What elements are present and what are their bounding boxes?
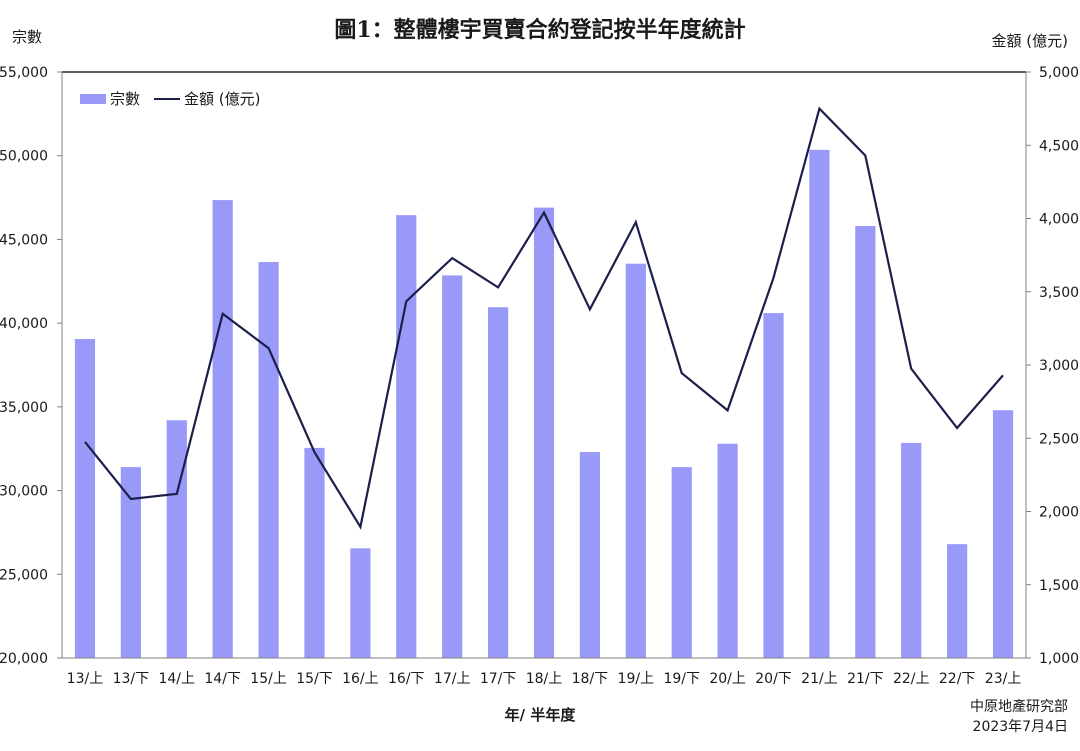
tick-labels: 20,000 25,000 30,000 35,000 40,000 45,000 50,0…	[0, 65, 1079, 687]
legend-line-label: 金額 (億元)	[184, 90, 261, 108]
right-tick-label: 3,500	[1039, 285, 1079, 301]
bar	[947, 544, 968, 658]
right-tick-label: 4,500	[1039, 138, 1079, 154]
bar	[166, 420, 187, 658]
line-series	[84, 106, 1004, 530]
left-tick-label: 45,000	[0, 232, 48, 248]
chart-title: 圖1：整體樓宇買賣合約登記按半年度統計	[334, 17, 746, 43]
bar	[304, 447, 325, 658]
left-axis-title: 宗數	[12, 28, 43, 46]
bar	[671, 467, 692, 658]
bar	[855, 226, 876, 658]
category-label: 21/下	[847, 671, 884, 687]
bar	[809, 149, 830, 658]
bar	[625, 263, 646, 658]
category-label: 17/上	[434, 671, 471, 687]
bar	[442, 275, 463, 658]
right-tick-label: 1,000	[1039, 651, 1079, 667]
axes	[57, 71, 1031, 659]
bar	[258, 262, 279, 658]
category-label: 16/上	[342, 671, 379, 687]
bar	[350, 548, 371, 658]
category-label: 14/上	[158, 671, 195, 687]
left-tick-label: 30,000	[0, 484, 48, 500]
legend-bar-swatch	[80, 93, 106, 104]
left-tick-label: 50,000	[0, 149, 48, 165]
bar	[901, 442, 922, 658]
category-label: 23/上	[985, 671, 1022, 687]
category-label: 22/下	[939, 671, 976, 687]
bar	[533, 207, 555, 659]
legend-bar-label: 宗數	[110, 90, 141, 108]
category-label: 20/下	[755, 671, 792, 687]
source-org: 中原地產研究部	[970, 699, 1068, 715]
legend-line-swatch	[154, 97, 181, 100]
left-tick-label: 20,000	[0, 651, 48, 667]
right-tick-label: 1,500	[1039, 578, 1079, 594]
category-label: 18/上	[526, 671, 563, 687]
left-tick-label: 40,000	[0, 316, 48, 332]
category-label: 14/下	[204, 671, 241, 687]
right-axis-title: 金額 (億元)	[991, 32, 1068, 50]
bar	[487, 307, 509, 658]
category-label: 19/下	[663, 671, 700, 687]
category-label: 21/上	[801, 671, 838, 687]
category-label: 15/下	[296, 671, 333, 687]
right-tick-label: 3,000	[1039, 358, 1079, 374]
category-label: 18/下	[572, 671, 609, 687]
category-label: 17/下	[480, 671, 517, 687]
x-axis-title: 年/ 半年度	[504, 706, 576, 724]
bar	[717, 443, 738, 658]
right-tick-label: 2,000	[1039, 505, 1079, 521]
category-label: 20/上	[709, 671, 746, 687]
right-tick-label: 2,500	[1039, 431, 1079, 447]
bar	[120, 467, 141, 658]
right-tick-label: 4,000	[1039, 212, 1079, 228]
bar	[396, 215, 417, 658]
bar-series	[74, 149, 1014, 659]
left-tick-label: 25,000	[0, 567, 48, 583]
bar	[763, 313, 784, 658]
category-label: 22/上	[893, 671, 930, 687]
category-label: 15/上	[250, 671, 287, 687]
bar	[74, 339, 96, 658]
left-tick-label: 35,000	[0, 400, 48, 416]
category-label: 16/下	[388, 671, 425, 687]
category-label: 13/下	[113, 671, 150, 687]
category-label: 13/上	[67, 671, 104, 687]
source-date: 2023年7月4日	[972, 719, 1068, 735]
category-label: 19/上	[618, 671, 655, 687]
bar	[992, 410, 1014, 658]
right-tick-label: 5,000	[1039, 65, 1079, 81]
bar	[579, 452, 601, 658]
legend: 宗數 金額 (億元)	[80, 88, 261, 109]
source-note: 中原地產研究部 2023年7月4日	[970, 697, 1068, 737]
left-tick-label: 55,000	[0, 65, 48, 81]
bar	[212, 200, 233, 658]
